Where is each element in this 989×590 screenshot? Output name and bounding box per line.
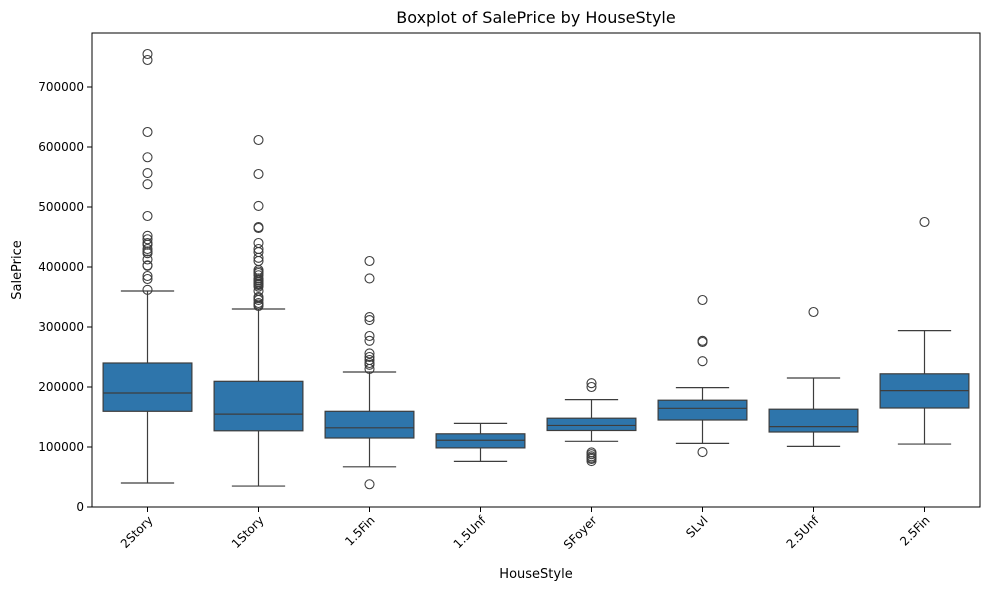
x-tick-label: 1.5Unf: [451, 513, 490, 552]
x-tick-label: 1.5Fin: [342, 513, 377, 548]
y-axis-label: SalePrice: [10, 240, 25, 300]
x-axis-label: HouseStyle: [499, 567, 572, 582]
chart-title: Boxplot of SalePrice by HouseStyle: [396, 8, 675, 27]
x-tick-label: 2.5Fin: [897, 513, 932, 548]
outlier-point: [142, 234, 153, 245]
outlier-point: [142, 210, 153, 222]
outlier-point: [697, 336, 708, 348]
y-tick-label: 500000: [38, 200, 84, 214]
outlier-point: [364, 359, 375, 370]
outlier-point: [142, 248, 153, 259]
x-tick-label: SFoyer: [561, 513, 600, 552]
outlier-point: [364, 335, 375, 346]
outlier-point: [364, 315, 375, 326]
box-iqr: [657, 399, 748, 421]
outlier-point: [142, 126, 153, 138]
outlier-point: [586, 381, 597, 393]
outlier-point: [253, 294, 264, 306]
outlier-point: [586, 378, 597, 389]
outlier-point: [142, 243, 153, 255]
box-iqr: [768, 408, 859, 433]
box-iqr: [102, 362, 193, 412]
x-tick-label: SLvl: [683, 513, 710, 540]
outlier-point: [142, 284, 153, 295]
outlier-point: [142, 260, 153, 271]
outlier-point: [142, 179, 153, 190]
outlier-point: [253, 168, 264, 180]
y-tick-label: 100000: [38, 440, 84, 454]
outlier-point: [697, 447, 708, 458]
y-tick-label: 300000: [38, 320, 84, 334]
y-tick-label: 400000: [38, 260, 84, 274]
x-tick-label: 1Story: [229, 513, 267, 551]
box-iqr: [546, 417, 637, 432]
outlier-point: [142, 48, 153, 60]
y-tick-label: 700000: [38, 80, 84, 94]
outlier-point: [364, 311, 375, 323]
box-iqr: [213, 380, 304, 432]
outlier-point: [364, 363, 375, 375]
outlier-point: [253, 300, 264, 312]
outlier-point: [253, 222, 264, 234]
outlier-point: [142, 273, 153, 285]
outlier-point: [253, 252, 264, 263]
plot-frame: [91, 32, 981, 508]
outlier-point: [142, 270, 153, 282]
outlier-point: [142, 168, 153, 179]
x-tick-label: 2.5Unf: [784, 513, 823, 552]
outlier-point: [808, 306, 819, 318]
outlier-point: [364, 479, 375, 490]
outlier-point: [142, 254, 153, 265]
outlier-point: [364, 351, 375, 363]
outlier-point: [586, 456, 597, 467]
box-iqr: [324, 410, 415, 439]
plot-area: 0 100000 200000 300000 400000 500000 600000 700…: [38, 48, 970, 552]
outlier-point: [253, 281, 264, 292]
y-tick-label: 600000: [38, 140, 84, 154]
outlier-point: [364, 255, 375, 267]
outlier-point: [697, 356, 708, 367]
x-tick-label: 2Story: [118, 513, 156, 551]
outlier-point: [364, 273, 375, 284]
outlier-point: [142, 152, 153, 163]
outlier-point: [253, 134, 264, 146]
y-tick-label: 200000: [38, 380, 84, 394]
outlier-point: [364, 348, 375, 359]
outlier-point: [253, 200, 264, 211]
y-tick-label: 0: [76, 500, 84, 514]
outlier-point: [364, 330, 375, 342]
outlier-point: [142, 54, 153, 66]
outlier-point: [697, 294, 708, 306]
outlier-point: [919, 216, 930, 228]
